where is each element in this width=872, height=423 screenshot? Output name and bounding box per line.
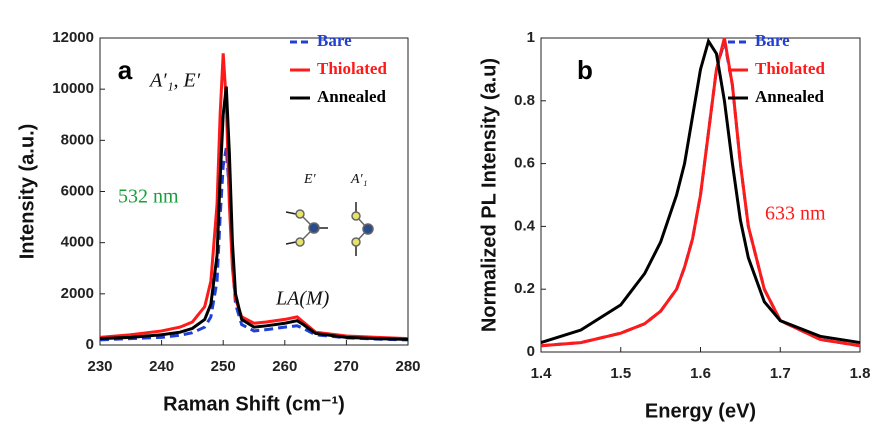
x-tick-label: 1.7 (770, 365, 791, 382)
x-tick-label: 230 (87, 358, 112, 375)
molecule-icons (285, 202, 374, 256)
y-tick-label: 0 (527, 343, 535, 360)
series-line (540, 37, 861, 345)
annotation: A′₁, E′ (148, 70, 201, 92)
arrow (285, 241, 297, 245)
atom (295, 209, 305, 219)
x-axis-title: Energy (eV) (645, 400, 756, 422)
x-tick-label: 240 (149, 358, 174, 375)
atom (295, 237, 305, 247)
x-tick-label: 1.8 (850, 365, 871, 382)
legend-label: Annealed (317, 87, 387, 106)
y-tick-label: 0 (86, 336, 94, 353)
y-tick-label: 4000 (61, 234, 94, 251)
arrow (285, 211, 297, 215)
y-tick-label: 12000 (52, 29, 94, 46)
x-tick-label: 1.6 (690, 365, 711, 382)
x-tick-label: 250 (211, 358, 236, 375)
y-axis-title: Intensity (a.u.) (16, 124, 38, 260)
y-tick-label: 0.2 (514, 280, 535, 297)
legend-label: Thiolated (755, 59, 825, 78)
x-tick-label: 260 (272, 358, 297, 375)
x-tick-label: 1.5 (610, 365, 631, 382)
panel-label: a (118, 55, 133, 85)
legend-label: Annealed (755, 87, 825, 106)
panel-label: b (577, 55, 593, 85)
x-tick-label: 1.4 (531, 365, 553, 382)
atom (308, 222, 320, 234)
legend-label: Bare (755, 31, 790, 50)
y-tick-label: 0.4 (514, 217, 536, 234)
annotation: LA(M) (275, 288, 330, 310)
y-tick-label: 0.8 (514, 92, 535, 109)
x-tick-label: 280 (395, 358, 420, 375)
y-tick-label: 0.6 (514, 155, 535, 172)
series-line (99, 86, 409, 341)
legend-label: Thiolated (317, 59, 387, 78)
x-tick-label: 270 (334, 358, 359, 375)
annotation: 633 nm (765, 203, 826, 225)
annotation: E′ (303, 172, 317, 187)
y-tick-label: 6000 (61, 182, 94, 199)
legend-label: Bare (317, 31, 352, 50)
chart-panel: 0 2000 4000 6000 8000 10000 12000 230 240 250 260 2… (16, 29, 420, 415)
x-axis-title: Raman Shift (cm⁻¹) (163, 393, 345, 415)
y-tick-label: 2000 (61, 285, 94, 302)
y-axis-title: Normalized PL Intensity (a.u) (478, 58, 500, 332)
y-tick-label: 8000 (61, 131, 94, 148)
y-tick-label: 10000 (52, 80, 94, 97)
y-tick-label: 1 (527, 29, 535, 46)
atom (351, 211, 361, 221)
series-line (540, 37, 861, 348)
annotation: 532 nm (118, 186, 179, 208)
atom (362, 223, 374, 235)
annotation: A′₁ (350, 172, 367, 187)
atom (351, 237, 361, 247)
chart-panel: 0 0.2 0.4 0.6 0.8 1 1.4 1.5 1.6 1.7 1.8 Energy (eV)… (478, 29, 870, 422)
